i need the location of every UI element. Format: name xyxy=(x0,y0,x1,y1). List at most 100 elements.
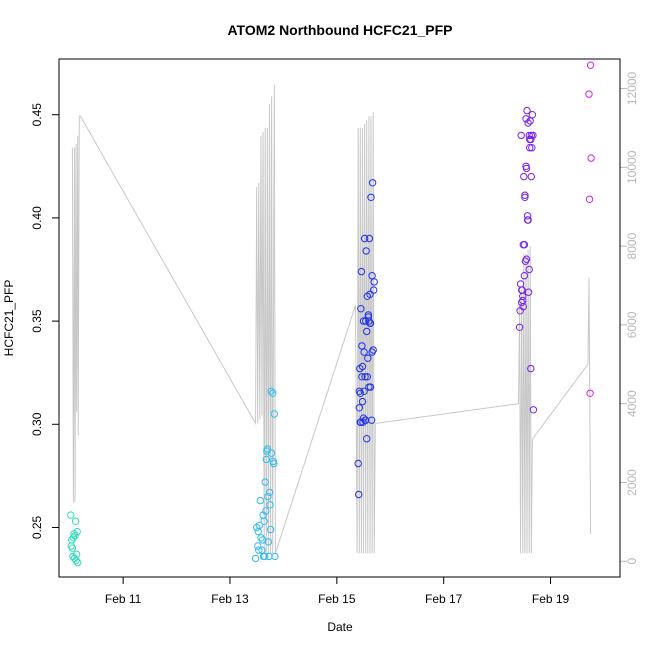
data-point xyxy=(260,517,268,525)
data-point xyxy=(527,172,535,181)
x-axis-label: Date xyxy=(327,620,353,634)
altitude-line-layer xyxy=(71,84,592,554)
data-point xyxy=(271,552,279,561)
data-point xyxy=(71,517,80,525)
data-point xyxy=(522,255,531,263)
data-point xyxy=(72,550,81,558)
data-point xyxy=(355,490,363,499)
altitude-series-line xyxy=(71,84,592,554)
data-point xyxy=(264,492,272,501)
data-point xyxy=(519,241,527,249)
data-point xyxy=(521,191,529,199)
data-point xyxy=(521,193,529,202)
data-point xyxy=(358,373,366,381)
data-point xyxy=(262,455,270,464)
data-point xyxy=(366,319,374,327)
data-point xyxy=(67,542,76,550)
data-point xyxy=(585,90,593,98)
data-point xyxy=(520,172,528,181)
data-point xyxy=(523,216,532,224)
data-point xyxy=(363,327,371,336)
data-point xyxy=(67,511,75,519)
data-point xyxy=(368,272,376,280)
y2-tick-label: 8000 xyxy=(625,232,639,259)
data-point xyxy=(370,278,378,286)
data-point xyxy=(515,323,524,331)
data-point xyxy=(365,234,374,243)
data-point xyxy=(586,389,594,397)
data-point xyxy=(267,387,275,395)
data-point xyxy=(525,131,533,140)
data-point xyxy=(74,558,82,567)
y-tick-label: 0.25 xyxy=(30,515,44,539)
data-point xyxy=(526,144,534,152)
data-point xyxy=(267,449,276,457)
data-point xyxy=(528,144,536,152)
data-point xyxy=(585,195,594,204)
y2-tick-label: 0 xyxy=(625,558,639,565)
data-point xyxy=(523,212,532,220)
data-point xyxy=(362,247,370,255)
data-point xyxy=(356,389,364,397)
x-tick-label: Feb 11 xyxy=(105,592,142,606)
x-tick-label: Feb 19 xyxy=(532,592,570,606)
y-tick-label: 0.35 xyxy=(30,309,44,333)
data-point xyxy=(368,179,377,187)
data-point xyxy=(519,302,527,311)
data-point xyxy=(269,389,277,397)
data-point xyxy=(527,364,535,373)
data-point xyxy=(366,383,375,391)
data-point xyxy=(587,154,595,162)
data-point xyxy=(586,61,595,69)
y-tick-label: 0.30 xyxy=(30,412,44,436)
data-point xyxy=(364,354,372,362)
data-point xyxy=(361,373,369,381)
data-point xyxy=(261,478,269,486)
data-point xyxy=(270,459,278,468)
data-point xyxy=(524,288,533,296)
data-point xyxy=(254,542,262,550)
chart-title: ATOM2 Northbound HCFC21_PFP xyxy=(227,22,452,38)
data-point xyxy=(266,525,275,534)
y2-tick-label: 12000 xyxy=(625,71,639,105)
data-point xyxy=(68,536,76,544)
data-point xyxy=(255,546,263,554)
data-point xyxy=(363,373,371,381)
y2-tick-label: 4000 xyxy=(625,390,639,417)
data-point xyxy=(367,193,375,202)
data-point xyxy=(254,527,262,536)
data-point xyxy=(360,387,368,395)
data-point xyxy=(357,267,366,276)
data-point xyxy=(528,111,537,119)
y2-tick-label: 10000 xyxy=(625,150,639,184)
data-point xyxy=(357,305,365,313)
plot-frame xyxy=(58,58,621,578)
data-point xyxy=(529,406,538,414)
data-point xyxy=(359,414,368,422)
data-point xyxy=(368,348,376,356)
data-points-layer xyxy=(67,61,595,567)
data-point xyxy=(527,135,535,144)
data-point xyxy=(71,532,79,540)
y-tick-label: 0.45 xyxy=(30,103,44,127)
data-point xyxy=(262,507,270,515)
data-point xyxy=(359,317,368,325)
x-tick-label: Feb 17 xyxy=(425,592,463,606)
x-tick-label: Feb 13 xyxy=(211,592,249,606)
data-point xyxy=(522,162,530,171)
axes-layer: Feb 11 Feb 13 Feb 15 Feb 17 Feb 19 0.25 0.30 0.… xyxy=(30,71,639,606)
data-point xyxy=(363,292,371,300)
data-point xyxy=(520,272,529,280)
data-point xyxy=(525,265,533,274)
data-point xyxy=(73,527,81,536)
data-point xyxy=(358,342,366,350)
data-point xyxy=(517,131,525,140)
y2-tick-label: 2000 xyxy=(625,469,639,496)
y-tick-label: 0.40 xyxy=(30,206,44,230)
data-point xyxy=(354,459,362,468)
data-point xyxy=(69,534,78,542)
data-point xyxy=(265,488,274,497)
data-point xyxy=(263,447,271,455)
data-point xyxy=(524,119,532,127)
